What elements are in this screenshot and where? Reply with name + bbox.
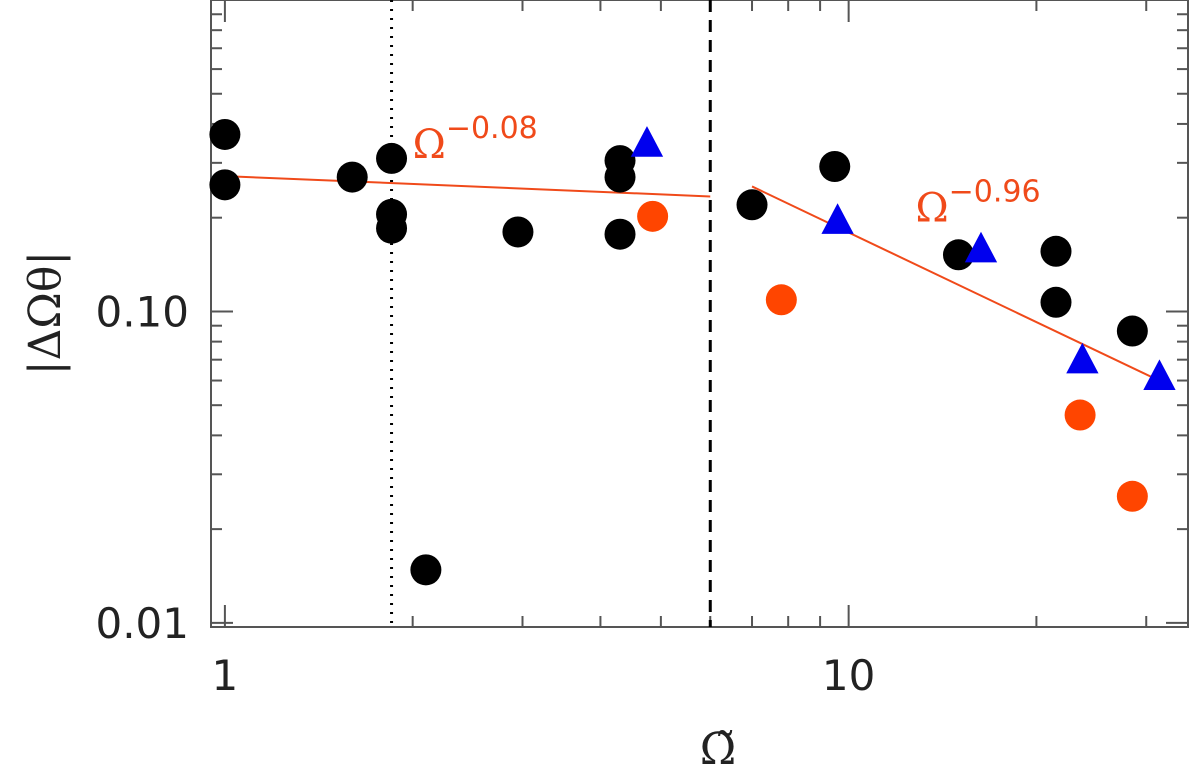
y-tick-label: 0.10	[95, 287, 189, 336]
y-axis-title: |ΔΩθ|	[20, 251, 71, 375]
data-point	[1064, 399, 1096, 431]
fit-label: Ω−0.96	[916, 175, 1041, 232]
fit-line	[751, 185, 1160, 382]
data-point	[942, 239, 974, 271]
data-point	[209, 169, 241, 201]
data-point	[604, 218, 636, 250]
data-point	[1116, 480, 1148, 512]
data-point	[604, 161, 636, 193]
y-tick-label: 0.01	[95, 599, 189, 648]
x-axis-title: Ω̃	[700, 724, 736, 771]
data-point	[336, 161, 368, 193]
axis-ticks	[211, 0, 1188, 627]
data-point-triangle	[1143, 359, 1176, 390]
data-point	[637, 200, 669, 232]
x-axis-label: Ω̃	[700, 724, 736, 771]
data-point	[502, 216, 534, 248]
tick-labels: 1 10 0.01 0.10	[95, 287, 875, 700]
data-point	[410, 554, 442, 586]
data-point-triangle	[821, 203, 854, 234]
data-point-triangle	[964, 231, 998, 263]
data-point	[819, 151, 851, 183]
data-point-triangle	[1066, 342, 1099, 374]
data-points	[209, 118, 1176, 586]
fit-line	[224, 175, 711, 198]
data-point	[376, 142, 408, 174]
reference-lines	[390, 0, 712, 627]
x-tick-label: 10	[822, 651, 875, 700]
plot-frame	[210, 0, 1189, 628]
data-point	[1116, 315, 1148, 347]
y-axis-label: |ΔΩθ|	[20, 251, 71, 375]
x-tick-label: 1	[212, 651, 239, 700]
data-point-triangle	[630, 126, 664, 157]
data-point	[1040, 286, 1072, 318]
data-point	[209, 118, 241, 150]
fit-label: Ω−0.08	[413, 111, 538, 168]
data-point	[376, 212, 408, 244]
data-point	[765, 284, 797, 316]
data-point	[736, 189, 768, 221]
data-point	[1040, 235, 1072, 267]
fit-lines: Ω−0.08 Ω−0.96	[224, 111, 1160, 382]
